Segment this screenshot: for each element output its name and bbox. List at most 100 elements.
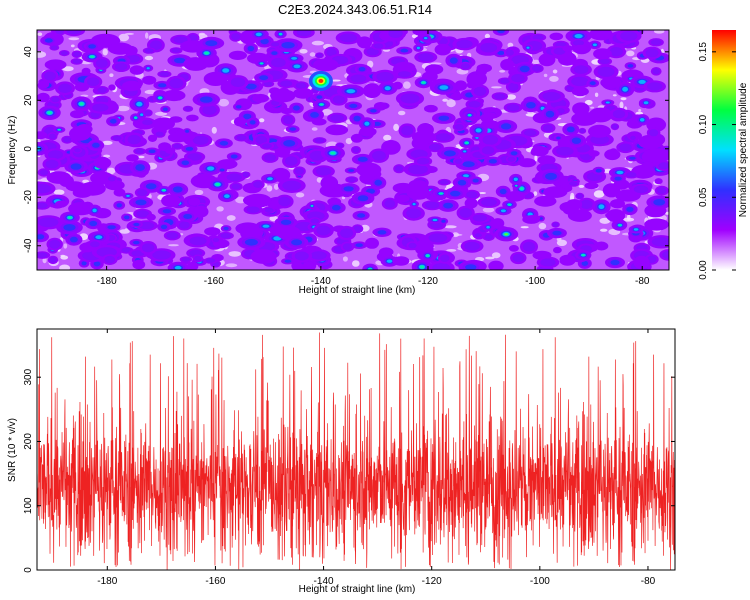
heatmap-blob-core — [592, 43, 597, 47]
heatmap-blob-core — [149, 40, 162, 51]
heatmap-blob-core — [267, 177, 273, 181]
heatmap-blob — [508, 245, 519, 252]
heatmap-blob-core — [481, 198, 497, 207]
heatmap-blob-core — [72, 59, 81, 64]
heatmap-blob-core — [581, 260, 588, 266]
heatmap-low-patch — [311, 127, 318, 131]
heatmap-blob-core — [653, 199, 666, 206]
heatmap-blob-core — [204, 51, 209, 55]
heatmap-blob-core — [215, 182, 220, 186]
heatmap-low-patch — [70, 44, 75, 48]
heatmap-blob-core — [463, 174, 469, 178]
x-tick-label: -80 — [641, 576, 656, 587]
heatmap-low-patch — [138, 155, 145, 159]
heatmap-blob-core — [136, 210, 150, 218]
heatmap-low-patch — [403, 81, 411, 89]
heatmap-blob-core — [462, 161, 475, 168]
heatmap-blob-core — [358, 67, 366, 72]
heatmap-blob-core — [574, 34, 583, 39]
heatmap-blob-core — [519, 187, 524, 191]
heatmap-low-patch — [37, 32, 43, 36]
heatmap-blob-core — [419, 265, 425, 269]
heatmap-blob — [186, 261, 199, 270]
heatmap-blob — [600, 77, 622, 89]
snr-panel: -180 -160 -140 -120 -100 -80 0 100 200 300 Heigh… — [7, 328, 676, 595]
heatmap-blob — [303, 261, 314, 269]
heatmap-blob-core — [278, 196, 291, 207]
heatmap-blob-core — [614, 176, 622, 181]
heatmap-blob-core — [310, 218, 319, 224]
heatmap-low-patch — [103, 154, 111, 158]
heatmap-blob-core — [332, 95, 345, 104]
heatmap-blob-core — [616, 170, 624, 175]
heatmap-blob-core — [146, 67, 150, 70]
heatmap-blob-core — [377, 230, 387, 235]
heatmap-blob — [104, 180, 125, 191]
heatmap-blob-core — [55, 30, 64, 35]
heatmap-blob-core — [506, 104, 520, 112]
heatmap-low-patch — [116, 105, 130, 112]
heatmap-blob-core — [44, 38, 53, 43]
heatmap-blob — [152, 117, 175, 131]
heatmap-blob-core — [432, 218, 438, 222]
heatmap-blob-core — [480, 42, 498, 53]
heatmap-low-patch — [383, 134, 392, 141]
heatmap-blob-core — [598, 204, 605, 209]
heatmap-blob — [589, 30, 613, 41]
heatmap-blob-core — [202, 105, 217, 115]
heatmap-blob-core — [181, 257, 191, 262]
heatmap-blob-core — [271, 42, 280, 47]
heatmap-blob-core — [497, 50, 505, 55]
x-tick-label: -140 — [311, 276, 331, 287]
heatmap-blob-core — [426, 254, 430, 257]
heatmap-x-label: Height of straight line (km) — [299, 285, 416, 296]
heatmap-blob — [233, 116, 247, 127]
heatmap-low-patch — [68, 37, 80, 41]
heatmap-blob-core — [39, 169, 49, 176]
heatmap-blob — [162, 89, 186, 102]
heatmap-blob-core — [526, 46, 530, 49]
heatmap-blob-core — [645, 48, 659, 58]
heatmap-low-patch — [584, 99, 593, 106]
heatmap-low-patch — [478, 192, 486, 194]
heatmap-blob-core — [133, 240, 140, 245]
heatmap-blob-core — [133, 222, 140, 227]
heatmap-low-patch — [155, 111, 168, 116]
heatmap-low-patch — [118, 33, 130, 42]
heatmap-blob-core — [92, 142, 100, 148]
heatmap-blob-core — [545, 172, 557, 180]
heatmap-blob — [252, 93, 269, 103]
heatmap-blob — [610, 199, 625, 209]
heatmap-low-patch — [506, 94, 516, 100]
x-tick-label: -160 — [204, 276, 224, 287]
heatmap-low-patch — [225, 263, 238, 268]
heatmap-blob-core — [652, 68, 660, 75]
heatmap-blob-core — [63, 137, 71, 143]
heatmap-blob-core — [92, 103, 109, 112]
heatmap-blob-core — [418, 53, 434, 62]
heatmap-blob-core — [189, 236, 207, 246]
heatmap-blob — [244, 193, 272, 208]
heatmap-blob-core — [620, 31, 638, 41]
heatmap-blob-core — [49, 257, 57, 263]
heatmap-blob-core — [207, 166, 215, 171]
heatmap-blob-core — [366, 48, 379, 56]
heatmap-blob — [228, 50, 247, 61]
heatmap-blob — [113, 188, 126, 197]
heatmap-blob-core — [37, 202, 48, 209]
heatmap-low-patch — [600, 228, 608, 232]
colorbar-tick-label: 0.10 — [698, 114, 709, 134]
heatmap-blob — [107, 42, 133, 55]
heatmap-blob-core — [293, 64, 301, 69]
heatmap-blob-core — [439, 180, 449, 185]
heatmap-blob-core — [316, 167, 332, 176]
heatmap-low-patch — [352, 260, 360, 267]
heatmap-blob — [250, 249, 277, 264]
heatmap-frame — [36, 29, 670, 271]
colorbar: 0.00 0.05 0.10 0.15 Normalized spectral amp… — [698, 30, 749, 280]
heatmap-low-patch — [520, 226, 529, 229]
heatmap-blob-core — [107, 176, 116, 182]
heatmap-blob-core — [349, 103, 358, 108]
heatmap-blob-core — [618, 224, 622, 227]
heatmap-blob-core — [148, 149, 156, 154]
